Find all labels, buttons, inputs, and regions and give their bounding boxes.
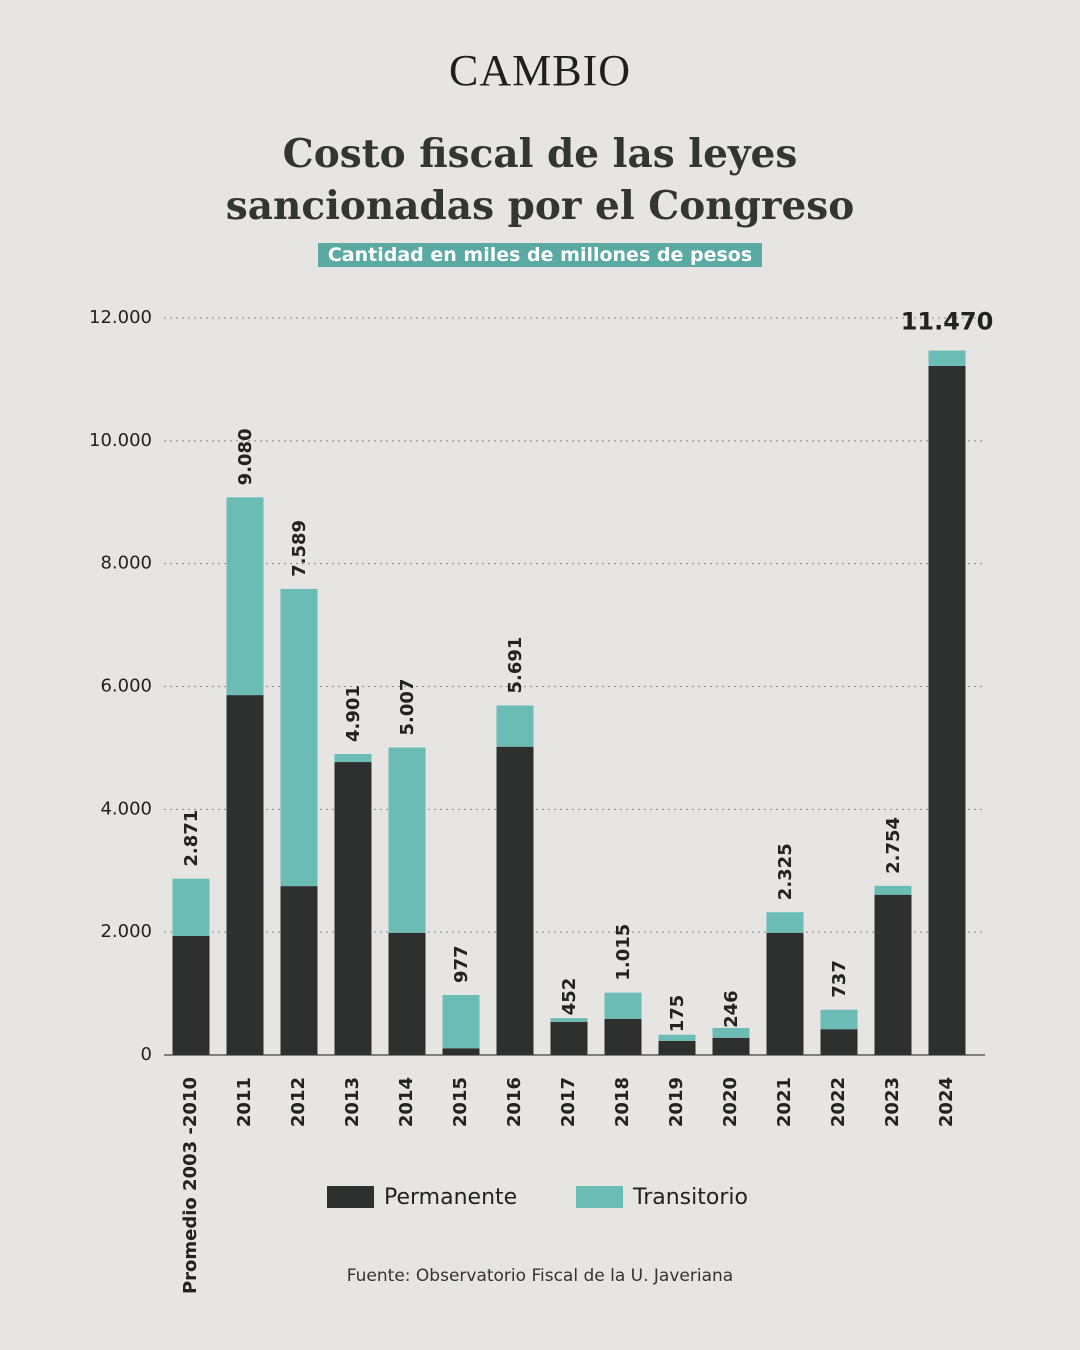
total-label: 5.007 [397,679,418,736]
bar-segment [604,1018,642,1055]
bar-segment [874,885,912,895]
chart-title: Costo fiscal de las leyes sancionadas po… [225,131,855,229]
bar-segment [820,1029,858,1055]
bar-segment [928,365,966,1055]
total-label: 5.691 [505,637,526,694]
total-label: 246 [721,990,742,1028]
total-label: 4.901 [343,685,364,742]
subtitle-box: Cantidad en miles de millones de pesos [0,243,1080,267]
total-label: 2.871 [181,810,202,867]
bar-segment [334,753,372,763]
bar-segment [226,695,264,1055]
bar-segment [766,912,804,933]
x-tick-label: 2018 [612,1077,633,1127]
bar-segment [496,705,534,747]
total-label: 2.325 [775,843,796,900]
bar-segment [712,1037,750,1055]
bar-segment [712,1027,750,1038]
x-tick-label: 2020 [720,1077,741,1127]
bar-segment [280,886,318,1055]
y-tick-label: 12.000 [89,307,152,328]
legend-label: Permanente [384,1185,517,1210]
total-label: 2.754 [883,817,904,874]
bar-segment [604,992,642,1019]
total-label: 11.470 [901,308,994,336]
x-tick-label: 2016 [504,1077,525,1127]
y-tick-label: 6.000 [100,676,152,697]
subtitle: Cantidad en miles de millones de pesos [317,243,763,267]
bar-segment [388,747,426,933]
legend-swatch [576,1186,623,1208]
x-tick-label: 2024 [936,1077,957,1127]
x-tick-label: 2023 [882,1077,903,1127]
x-tick-label: 2015 [450,1077,471,1127]
y-tick-label: 8.000 [100,553,152,574]
total-label: 977 [451,945,472,983]
bar-segment [442,994,480,1049]
y-tick-label: 4.000 [100,798,152,819]
x-tick-label: 2012 [288,1077,309,1127]
total-label: 452 [559,978,580,1016]
total-label: 175 [667,995,688,1033]
x-tick-label: Promedio 2003 -2010 [180,1077,201,1294]
total-label: 1.015 [613,924,634,981]
bar-segment [820,1009,858,1030]
bar-segment [496,746,534,1055]
bar-segment [226,497,264,696]
bar-segment [550,1018,588,1022]
x-tick-label: 2011 [234,1077,255,1127]
legend-swatch [327,1186,374,1208]
bar-segment [658,1034,696,1041]
bar-segment [928,350,966,366]
bar-segment [658,1040,696,1055]
bar-segment [334,762,372,1055]
x-tick-label: 2021 [774,1077,795,1127]
x-tick-label: 2019 [666,1077,687,1127]
bar-segment [442,1048,480,1055]
bar-segment [874,894,912,1055]
source: Fuente: Observatorio Fiscal de la U. Jav… [346,1266,734,1286]
y-tick-label: 10.000 [89,430,152,451]
y-tick-label: 0 [141,1044,152,1065]
bar-segment [172,878,210,936]
legend-label: Transitorio [632,1185,748,1210]
bar-segment [388,932,426,1055]
bar-segment [172,935,210,1055]
x-tick-label: 2017 [558,1077,579,1127]
total-label: 737 [829,960,850,998]
x-tick-label: 2014 [396,1077,417,1127]
total-label: 9.080 [235,428,256,485]
bar-segment [550,1021,588,1055]
bar-segment [766,932,804,1055]
brand: CAMBIO [448,46,632,95]
y-tick-label: 2.000 [100,921,152,942]
total-label: 7.589 [289,520,310,577]
x-tick-label: 2013 [342,1077,363,1127]
bar-segment [280,588,318,887]
x-tick-label: 2022 [828,1077,849,1127]
